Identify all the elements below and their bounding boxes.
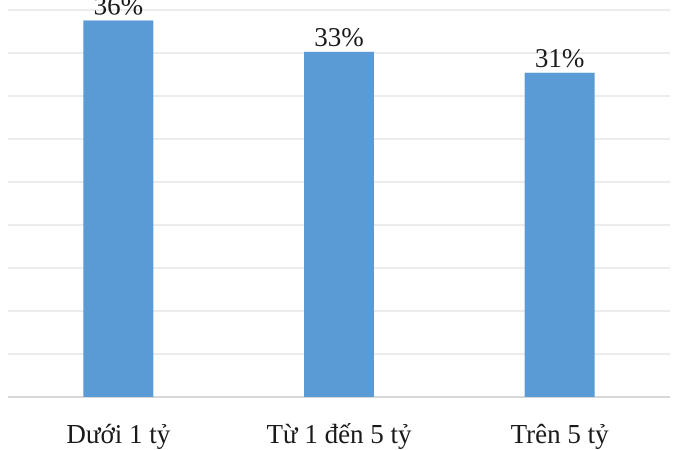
bar xyxy=(524,72,595,397)
bars-group xyxy=(83,20,595,398)
bar xyxy=(83,20,154,397)
x-tick-label: Từ 1 đến 5 tỷ xyxy=(266,419,412,449)
data-labels-group: 36% 33% 31% xyxy=(94,0,585,73)
x-tick-labels-group: Dưới 1 tỷ Từ 1 đến 5 tỷ Trên 5 tỷ xyxy=(66,419,609,449)
bar xyxy=(304,51,374,398)
data-label: 31% xyxy=(535,43,585,73)
x-tick-label: Dưới 1 tỷ xyxy=(66,419,170,449)
data-label: 36% xyxy=(94,0,144,20)
x-tick-label: Trên 5 tỷ xyxy=(511,419,610,449)
data-label: 33% xyxy=(314,22,364,52)
